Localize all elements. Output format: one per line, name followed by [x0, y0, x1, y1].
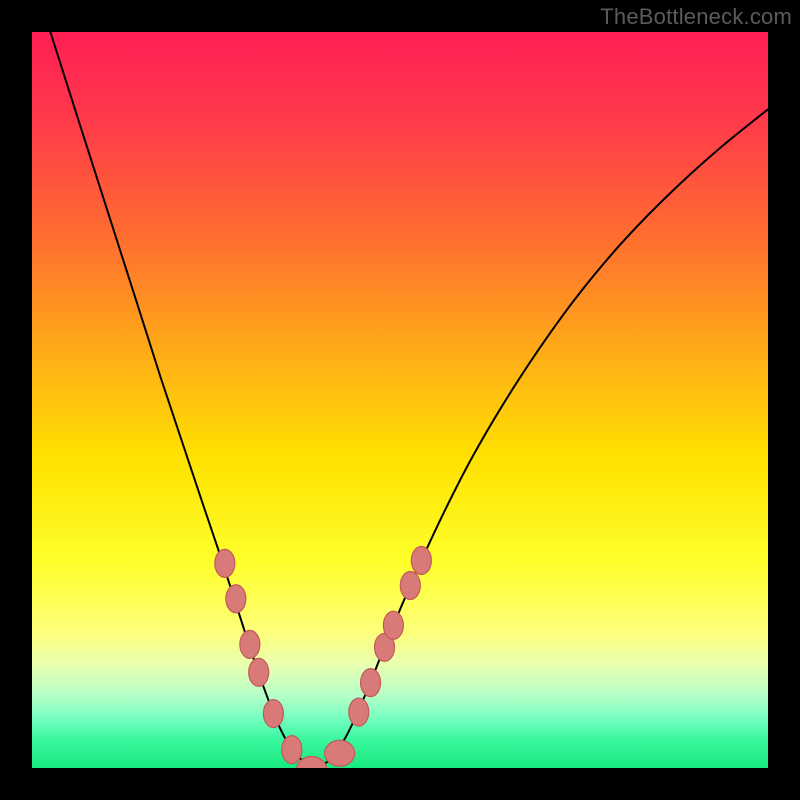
gradient-background [32, 32, 768, 768]
data-marker [215, 549, 235, 577]
data-marker [249, 658, 269, 686]
data-marker [240, 630, 260, 658]
watermark-text: TheBottleneck.com [600, 4, 792, 30]
data-marker [282, 736, 302, 764]
data-marker [400, 571, 420, 599]
data-marker [361, 669, 381, 697]
chart-frame: TheBottleneck.com [0, 0, 800, 800]
data-marker [411, 546, 431, 574]
data-marker [263, 700, 283, 728]
data-marker [349, 698, 369, 726]
data-marker [325, 740, 355, 766]
plot-area [32, 32, 768, 768]
chart-svg [32, 32, 768, 768]
data-marker [383, 611, 403, 639]
data-marker [226, 585, 246, 613]
